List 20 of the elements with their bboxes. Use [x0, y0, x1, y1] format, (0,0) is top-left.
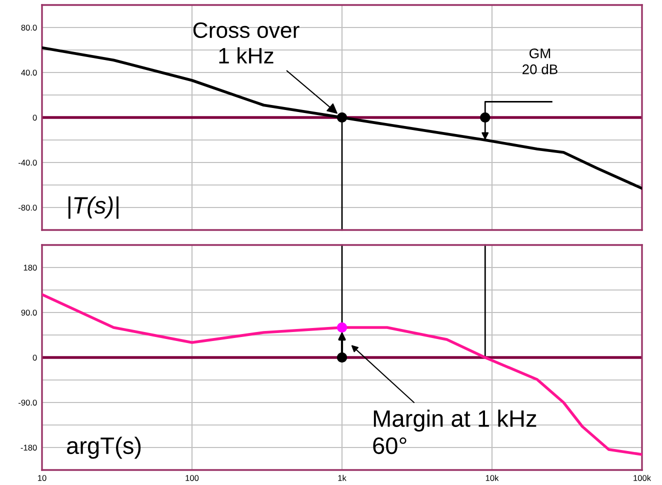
x-tick-label: 10: [38, 475, 46, 481]
y-tick-label: -90.0: [18, 400, 37, 406]
annotation: GM 20 dB: [522, 48, 558, 74]
annotation: argT(s): [67, 436, 141, 459]
x-tick-label: 100: [186, 475, 199, 481]
x-tick-label: 10k: [486, 474, 499, 481]
y-tick-label: 180: [24, 264, 37, 271]
annotation: Margin at 1 kHz 60°: [373, 410, 536, 454]
annotation: Cross over 1 kHz: [193, 22, 300, 64]
y-tick-label: -180: [20, 444, 37, 451]
y-tick-label: 0: [32, 354, 37, 361]
annotation: |T(s)|: [68, 196, 118, 219]
y-tick-label: 90.0: [21, 310, 37, 316]
y-tick-label: 40.0: [21, 70, 37, 76]
y-tick-label: -40.0: [18, 160, 37, 166]
x-tick-label: 100k: [634, 474, 652, 481]
y-tick-label: -80.0: [18, 204, 37, 211]
y-tick-label: 0: [32, 114, 37, 121]
x-tick-label: 1k: [338, 474, 346, 481]
y-tick-label: 80.0: [21, 24, 37, 31]
